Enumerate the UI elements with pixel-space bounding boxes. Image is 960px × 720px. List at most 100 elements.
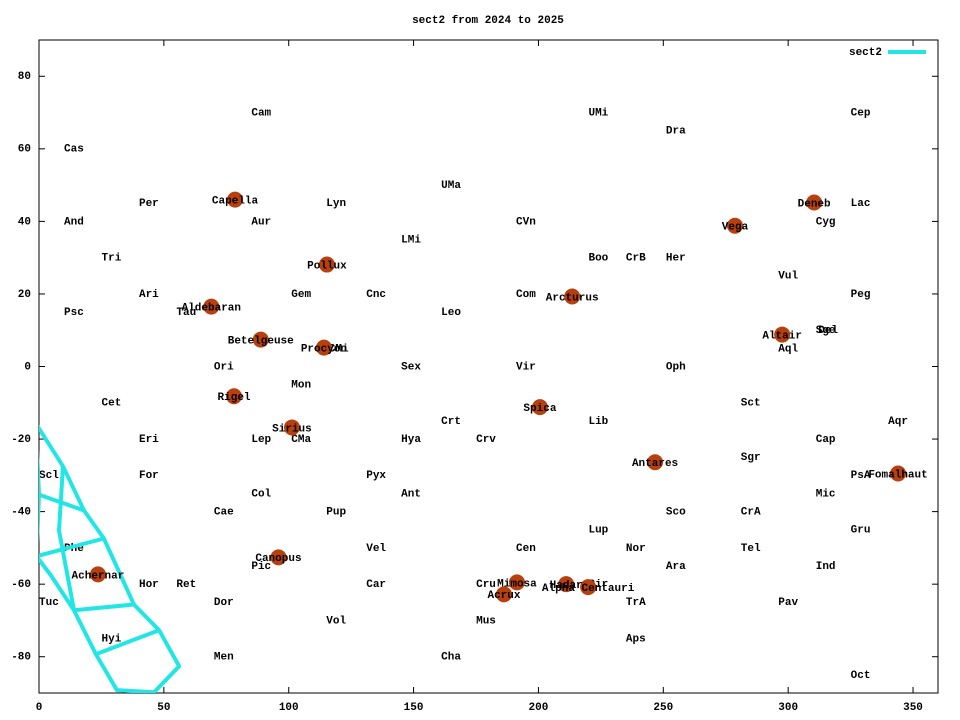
constellation-label: Tuc: [39, 597, 59, 609]
constellation-label: UMi: [588, 107, 608, 119]
constellation-label: Gru: [851, 525, 871, 537]
star-label: Fomalhaut: [868, 469, 927, 481]
constellation-label: Gem: [291, 289, 311, 301]
constellation-label: CMa: [291, 434, 311, 446]
star-label: Vega: [722, 222, 749, 234]
constellation-label: Com: [516, 289, 536, 301]
constellation-label: Boo: [588, 253, 608, 265]
x-tick-label: 350: [903, 702, 923, 714]
star-label: Pollux: [307, 260, 347, 272]
constellation-label: LMi: [401, 234, 421, 246]
x-tick-label: 200: [529, 702, 549, 714]
y-tick-label: 40: [18, 216, 31, 228]
constellation-label: Mic: [816, 488, 836, 500]
x-tick-label: 250: [653, 702, 673, 714]
constellation-label: Cep: [851, 107, 871, 119]
x-tick-label: 150: [404, 702, 424, 714]
constellation-label: Vol: [326, 615, 346, 627]
star-point: [203, 298, 220, 315]
constellation-label: Aql: [778, 343, 798, 355]
constellation-label: Crv: [476, 434, 496, 446]
x-tick-label: 50: [157, 702, 170, 714]
constellation-label: CrB: [626, 253, 646, 265]
constellation-label: Hor: [139, 579, 159, 591]
star-label: Rigel: [218, 392, 251, 404]
constellation-label: Aps: [626, 633, 646, 645]
constellation-label: Aur: [251, 216, 271, 228]
constellation-label: Pav: [778, 597, 798, 609]
constellation-label: Cyg: [816, 216, 836, 228]
constellation-label: Oct: [851, 670, 871, 682]
constellation-label: Vul: [778, 271, 798, 283]
constellation-label: Cas: [64, 144, 84, 156]
star-point: [318, 256, 335, 273]
y-tick-label: 0: [24, 361, 31, 373]
constellation-label: Car: [366, 579, 386, 591]
constellation-label: Cha: [441, 652, 461, 664]
y-tick-label: 20: [18, 289, 31, 301]
constellation-label: Psc: [64, 307, 84, 319]
star-label: Antares: [632, 458, 678, 470]
constellation-label: Hya: [401, 434, 421, 446]
y-tick-label: 80: [18, 71, 31, 83]
constellation-label: Her: [666, 253, 686, 265]
star-label: Arcturus: [546, 292, 599, 304]
star-point: [508, 574, 525, 591]
star-point: [227, 191, 244, 208]
constellation-label: Lup: [588, 525, 608, 537]
constellation-label: Pup: [326, 507, 346, 519]
star-label: Spica: [523, 403, 556, 415]
constellation-label: Oph: [666, 361, 686, 373]
star-point: [283, 419, 300, 436]
constellation-label: Ara: [666, 561, 686, 573]
constellation-label: Ret: [176, 579, 196, 591]
y-tick-label: -20: [11, 434, 31, 446]
y-tick-label: -40: [11, 507, 31, 519]
constellation-label: Vir: [516, 361, 536, 373]
constellation-label: Sco: [666, 507, 686, 519]
constellation-label: CMi: [329, 343, 349, 355]
star-point: [531, 399, 548, 416]
constellation-label: Sex: [401, 361, 421, 373]
constellation-label: UMa: [441, 180, 461, 192]
constellation-label: Peg: [851, 289, 871, 301]
constellation-label: Pyx: [366, 470, 386, 482]
constellation-label: Sgr: [741, 452, 761, 464]
constellation-label: Cet: [102, 398, 122, 410]
constellation-label: Tau: [176, 307, 196, 319]
constellation-label: Lib: [588, 416, 608, 428]
constellation-label: Lyn: [326, 198, 346, 210]
star-label: Deneb: [798, 198, 831, 210]
constellation-label: Dor: [214, 597, 234, 609]
star-point: [270, 549, 287, 566]
constellation-label: Aqr: [888, 416, 908, 428]
constellation-label: Crt: [441, 416, 461, 428]
constellation-label: Vel: [366, 543, 386, 555]
star-label: Aldebaran: [182, 303, 241, 315]
star-point: [226, 388, 243, 405]
star-label: Capella: [212, 196, 259, 208]
constellation-label: Cam: [251, 107, 271, 119]
star-label: Altair: [762, 330, 802, 342]
x-tick-label: 0: [36, 702, 43, 714]
constellation-label: And: [64, 216, 84, 228]
constellation-label: Hyi: [102, 633, 122, 645]
constellation-label: Mon: [291, 380, 311, 392]
constellation-label: Mus: [476, 615, 496, 627]
legend-label: sect2: [849, 47, 882, 59]
constellation-label: Cnc: [366, 289, 386, 301]
constellation-label: Ind: [816, 561, 836, 573]
constellation-label: TrA: [626, 597, 646, 609]
star-point: [89, 566, 106, 583]
x-tick-label: 300: [778, 702, 798, 714]
constellation-label: Cap: [816, 434, 836, 446]
constellation-label: Del: [818, 325, 838, 337]
constellation-label: Cen: [516, 543, 536, 555]
constellation-label: CrA: [741, 507, 761, 519]
constellation-label: Cae: [214, 507, 234, 519]
constellation-label: Cru: [476, 579, 496, 591]
y-tick-label: 60: [18, 144, 31, 156]
constellation-label: Ori: [214, 361, 234, 373]
